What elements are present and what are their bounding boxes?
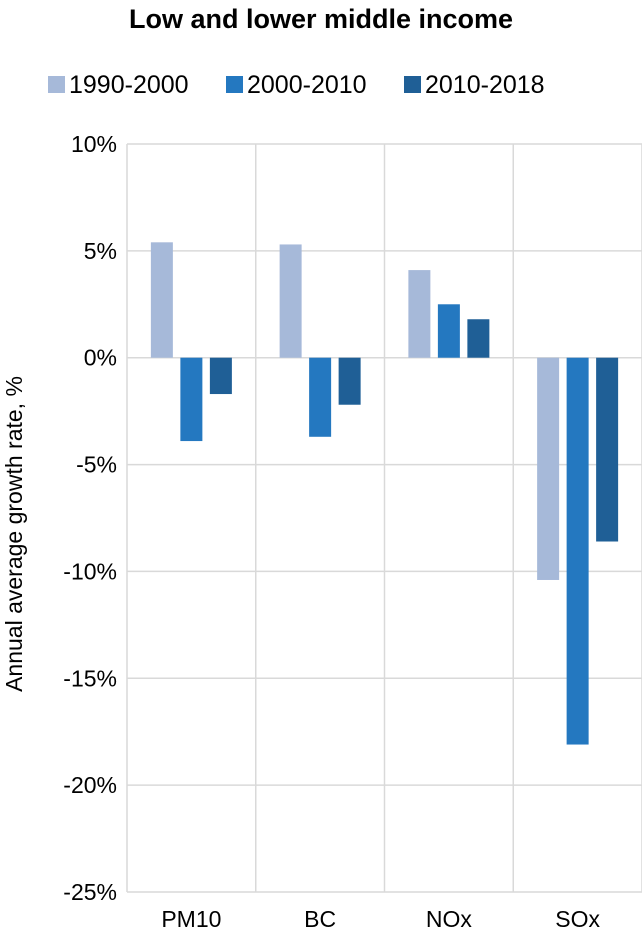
gridlines xyxy=(126,143,642,893)
x-tick-labels: PM10 BC NOx SOx xyxy=(161,906,600,932)
x-tick-label: BC xyxy=(304,906,336,932)
legend-item-2000-2010: 2000-2010 xyxy=(226,71,367,99)
y-tick-label: -10% xyxy=(63,558,117,584)
chart-title: Low and lower middle income xyxy=(129,4,513,34)
legend-swatch-1990-2000 xyxy=(48,76,65,93)
bar-bc-2000-2010 xyxy=(309,357,332,437)
bar-pm10-1990-2000 xyxy=(150,242,173,358)
x-tick-label: NOx xyxy=(426,906,473,932)
bar-sox-2010-2018 xyxy=(596,357,619,542)
bar-pm10-2000-2010 xyxy=(180,357,203,442)
legend-label-2010-2018: 2010-2018 xyxy=(425,71,545,99)
bar-nox-2010-2018 xyxy=(467,319,490,358)
bar-nox-2000-2010 xyxy=(437,304,460,358)
x-tick-label: PM10 xyxy=(161,906,221,932)
bar-pm10-2010-2018 xyxy=(209,357,232,395)
y-axis-label: Annual average growth rate, % xyxy=(1,376,27,692)
y-tick-label: -5% xyxy=(76,452,117,478)
y-tick-label: 5% xyxy=(84,238,117,264)
x-tick-label: SOx xyxy=(555,906,600,932)
legend-label-1990-2000: 1990-2000 xyxy=(69,71,189,99)
bar-sox-2000-2010 xyxy=(566,357,589,745)
legend-swatch-2000-2010 xyxy=(226,76,243,93)
y-tick-label: -25% xyxy=(63,879,117,905)
legend-item-2010-2018: 2010-2018 xyxy=(404,71,545,99)
y-tick-labels: 10% 5% 0% -5% -10% -15% -20% -25% xyxy=(63,131,117,905)
legend-label-2000-2010: 2000-2010 xyxy=(247,71,367,99)
bar-nox-1990-2000 xyxy=(408,270,431,358)
legend-item-1990-2000: 1990-2000 xyxy=(48,71,189,99)
bar-bc-1990-2000 xyxy=(279,244,302,358)
y-tick-label: 10% xyxy=(71,131,117,157)
bars xyxy=(150,242,619,745)
y-tick-label: -15% xyxy=(63,665,117,691)
bar-sox-1990-2000 xyxy=(537,357,560,580)
legend-swatch-2010-2018 xyxy=(404,76,421,93)
legend: 1990-2000 2000-2010 2010-2018 xyxy=(48,71,545,99)
bar-bc-2010-2018 xyxy=(338,357,361,405)
y-tick-label: 0% xyxy=(84,345,117,371)
y-tick-label: -20% xyxy=(63,772,117,798)
